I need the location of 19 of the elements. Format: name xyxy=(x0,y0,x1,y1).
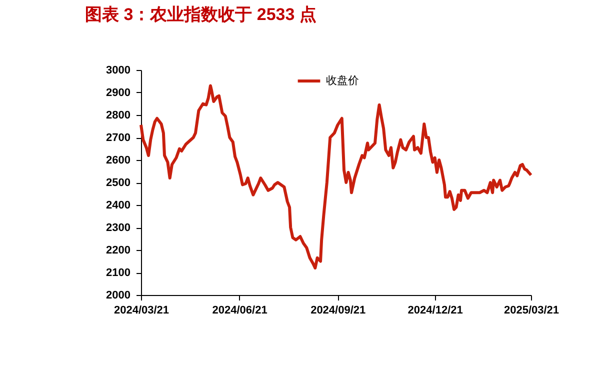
x-tick-label: 2024/09/21 xyxy=(310,304,366,316)
y-tick-label: 2500 xyxy=(106,177,130,189)
y-tick-label: 2200 xyxy=(106,244,130,256)
y-tick-label: 2300 xyxy=(106,222,130,234)
chart-title: 图表 3：农业指数收于 2533 点 xyxy=(85,5,316,24)
x-tick-label: 2024/12/21 xyxy=(408,304,463,316)
y-tick-label: 2800 xyxy=(106,110,130,122)
line-series xyxy=(140,84,532,270)
legend-label: 收盘价 xyxy=(326,75,359,87)
y-tick-label: 2700 xyxy=(106,132,130,144)
x-tick-label: 2024/03/21 xyxy=(114,304,170,316)
y-tick-label: 2600 xyxy=(106,154,130,166)
y-tick-label: 2900 xyxy=(106,87,130,99)
x-tick-label: 2024/06/21 xyxy=(212,304,268,316)
y-tick-label: 2400 xyxy=(106,200,130,212)
y-tick-label: 2000 xyxy=(106,290,130,302)
y-tick-label: 2100 xyxy=(106,267,130,279)
x-tick-label: 2025/03/21 xyxy=(504,304,560,316)
y-tick-label: 3000 xyxy=(106,64,130,76)
